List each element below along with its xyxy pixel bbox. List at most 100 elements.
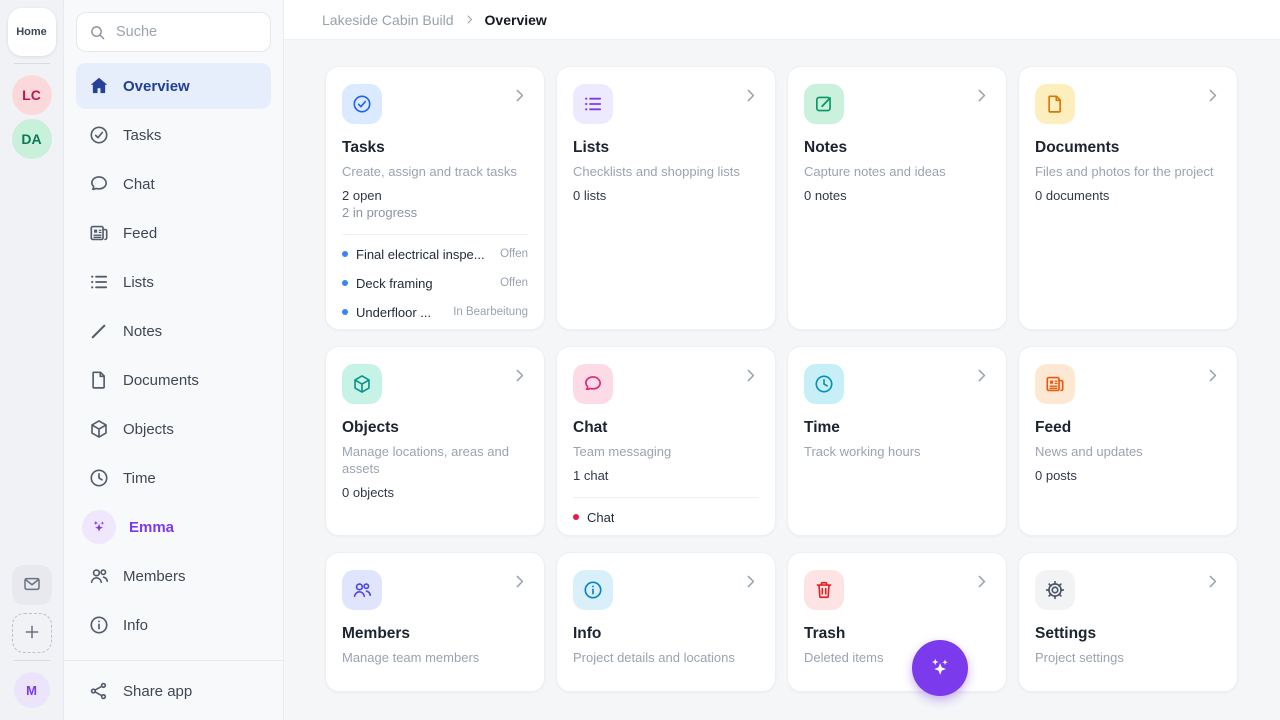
- card-lists[interactable]: Lists Checklists and shopping lists 0 li…: [556, 66, 776, 330]
- card-title: Members: [342, 625, 411, 642]
- users-icon: [88, 565, 110, 587]
- card-list-item[interactable]: Underfloor ... In Bearbeitung: [342, 298, 528, 327]
- home-button[interactable]: Home: [7, 8, 56, 56]
- add-workspace-button[interactable]: [11, 613, 52, 653]
- card-title: Settings: [1035, 625, 1097, 642]
- chevron-right-icon: [510, 366, 529, 385]
- list-icon: [573, 84, 613, 124]
- card-title: Chat: [573, 419, 608, 436]
- sidebar-item-tasks[interactable]: Tasks: [76, 112, 271, 158]
- sidebar-item-label: Lists: [123, 273, 154, 291]
- check-circle-icon: [342, 84, 382, 124]
- breadcrumb-parent[interactable]: Lakeside Cabin Build: [322, 11, 454, 28]
- card-stat: 2 open: [342, 187, 382, 203]
- card-stat: 0 notes: [804, 187, 847, 203]
- card-list-item[interactable]: Deck framing Offen: [342, 269, 528, 298]
- card-members[interactable]: Members Manage team members: [325, 552, 545, 692]
- emma-fab-button[interactable]: [912, 640, 968, 696]
- sidebar-item-label: Notes: [123, 322, 163, 340]
- search-input[interactable]: [116, 24, 259, 40]
- sidebar-item-label: Feed: [123, 224, 158, 242]
- card-subtitle: Create, assign and track tasks: [342, 164, 517, 179]
- plus-icon: [22, 622, 42, 645]
- sidebar-item-members[interactable]: Members: [76, 553, 271, 599]
- chat-bubble-icon: [573, 364, 613, 404]
- cube-icon: [342, 364, 382, 404]
- item-status-badge: Offen: [500, 248, 528, 261]
- sidebar-item-label: Share app: [123, 682, 193, 700]
- card-stats: 2 open 2 in progress: [342, 188, 528, 222]
- bullet-dot: [342, 251, 348, 258]
- sidebar-item-feed[interactable]: Feed: [76, 210, 271, 256]
- workspace-avatar-da[interactable]: DA: [11, 119, 52, 159]
- card-subtitle: Deleted items: [804, 650, 884, 665]
- sidebar-item-overview[interactable]: Overview: [76, 63, 271, 109]
- sidebar-item-label: Documents: [123, 371, 199, 389]
- card-stat: 0 documents: [1035, 187, 1110, 203]
- rail-divider: [13, 660, 50, 661]
- sidebar-item-time[interactable]: Time: [76, 455, 271, 501]
- check-circle-icon: [88, 124, 110, 146]
- document-icon: [88, 369, 110, 391]
- card-notes[interactable]: Notes Capture notes and ideas 0 notes: [787, 66, 1007, 330]
- sidebar-item-documents[interactable]: Documents: [76, 357, 271, 403]
- chevron-right-icon: [741, 572, 760, 591]
- card-tasks[interactable]: Tasks Create, assign and track tasks 2 o…: [325, 66, 545, 330]
- trash-icon: [804, 570, 844, 610]
- card-objects[interactable]: Objects Manage locations, areas and asse…: [325, 346, 545, 536]
- newspaper-icon: [1035, 364, 1075, 404]
- chevron-right-icon: [741, 366, 760, 385]
- item-text: Deck framing: [356, 275, 433, 291]
- pencil-square-icon: [804, 84, 844, 124]
- card-trash[interactable]: Trash Deleted items: [787, 552, 1007, 692]
- card-stats: 0 posts: [1035, 468, 1221, 485]
- card-info[interactable]: Info Project details and locations: [556, 552, 776, 692]
- card-chat[interactable]: Chat Team messaging 1 chat Chat: [556, 346, 776, 536]
- sidebar-footer: Share app: [64, 660, 283, 714]
- sidebar-item-lists[interactable]: Lists: [76, 259, 271, 305]
- card-time[interactable]: Time Track working hours: [787, 346, 1007, 536]
- workspace-avatar-lc[interactable]: LC: [11, 75, 52, 115]
- workspace-avatar-list: LC DA: [11, 71, 52, 163]
- chevron-right-icon: [1203, 572, 1222, 591]
- sidebar-item-chat[interactable]: Chat: [76, 161, 271, 207]
- sidebar-item-label: Chat: [123, 175, 155, 193]
- info-icon: [573, 570, 613, 610]
- card-list-item[interactable]: Final electrical inspe... Offen: [342, 240, 528, 269]
- sidebar-item-emma[interactable]: Emma: [76, 504, 271, 550]
- user-avatar[interactable]: M: [13, 672, 50, 708]
- card-documents[interactable]: Documents Files and photos for the proje…: [1018, 66, 1238, 330]
- clock-icon: [804, 364, 844, 404]
- breadcrumb: Lakeside Cabin Build Overview: [284, 0, 1280, 40]
- card-feed[interactable]: Feed News and updates 0 posts: [1018, 346, 1238, 536]
- search-box[interactable]: [76, 12, 271, 52]
- bullet-dot: [573, 514, 579, 521]
- card-stat: 0 objects: [342, 484, 395, 500]
- chat-bubble-icon: [88, 173, 110, 195]
- card-settings[interactable]: Settings Project settings: [1018, 552, 1238, 692]
- newspaper-icon: [88, 222, 110, 244]
- item-status-badge: Offen: [500, 277, 528, 290]
- card-list-item[interactable]: Chat: [573, 503, 759, 532]
- sidebar-item-notes[interactable]: Notes: [76, 308, 271, 354]
- card-stats: 0 lists: [573, 188, 759, 205]
- sidebar-item-info[interactable]: Info: [76, 602, 271, 648]
- rail-divider: [13, 63, 50, 64]
- card-subtitle: Team messaging: [573, 444, 672, 459]
- mail-button[interactable]: [11, 565, 52, 605]
- bullet-dot: [342, 280, 348, 287]
- sidebar-item-objects[interactable]: Objects: [76, 406, 271, 452]
- card-subtitle: Checklists and shopping lists: [573, 164, 740, 179]
- gear-icon: [1035, 570, 1075, 610]
- item-text: Underfloor ...: [356, 304, 432, 320]
- card-stat: 0 posts: [1035, 467, 1077, 483]
- breadcrumb-current: Overview: [484, 11, 547, 28]
- card-subtitle: News and updates: [1035, 444, 1143, 459]
- users-icon: [342, 570, 382, 610]
- sidebar-item-share-app[interactable]: Share app: [76, 668, 271, 714]
- card-subtitle: Capture notes and ideas: [804, 164, 946, 179]
- sidebar-nav: Overview Tasks Chat Feed Lists Notes Documents…: [76, 63, 271, 654]
- card-title: Lists: [573, 139, 610, 156]
- sidebar-item-label: Overview: [123, 77, 190, 95]
